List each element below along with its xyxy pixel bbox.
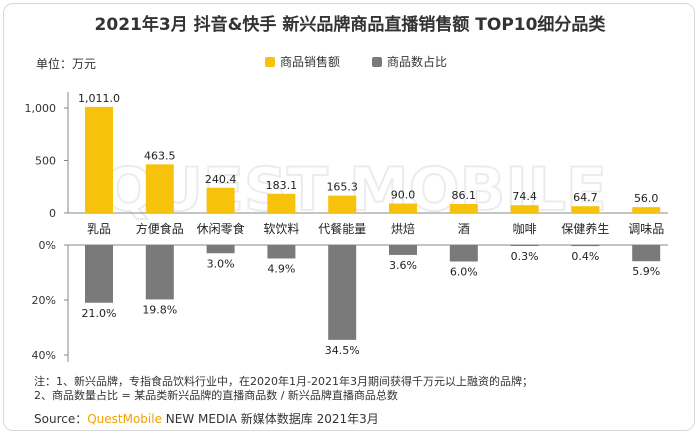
bar-share — [632, 245, 661, 262]
legend-label-share: 商品数占比 — [387, 55, 448, 69]
legend-label-sales: 商品销售额 — [280, 55, 341, 69]
data-label-sales: 463.5 — [144, 149, 176, 162]
category-label: 调味品 — [628, 222, 664, 236]
data-label-share: 5.9% — [632, 265, 660, 278]
data-label-share: 3.0% — [207, 257, 235, 270]
legend-swatch-sales — [265, 56, 275, 67]
bar-sales — [632, 207, 661, 213]
y-tick-label-share: 40% — [32, 349, 56, 362]
category-label: 酒 — [458, 222, 470, 236]
category-label: 代餐能量 — [318, 221, 366, 236]
bar-share — [449, 245, 478, 262]
legend-item-sales: 商品销售额 — [265, 53, 340, 70]
unit-label: 单位：万元 — [36, 57, 97, 71]
bar-share — [85, 245, 113, 303]
bar-share — [510, 245, 539, 246]
legend-item-share: 商品数占比 — [372, 53, 447, 70]
y-tick-label-sales: 0 — [49, 207, 56, 220]
bar-share — [389, 245, 417, 255]
data-label-share: 6.0% — [450, 266, 478, 279]
y-tick-label-sales: 1,000 — [25, 102, 57, 115]
bar-sales — [510, 205, 539, 213]
footnote-1: 注：1、新兴品牌，专指食品饮料行业中，在2020年1月-2021年3月期间获得千… — [34, 375, 533, 388]
category-label: 烘焙 — [391, 221, 415, 236]
source-line: Source：QuestMobile NEW MEDIA 新媒体数据库 2021… — [34, 410, 379, 427]
bar-sales — [145, 164, 174, 213]
data-label-sales: 1,011.0 — [78, 92, 120, 105]
source-prefix: Source： — [34, 412, 88, 426]
category-label: 保健养生 — [561, 221, 609, 236]
y-tick-label-share: 20% — [32, 294, 56, 307]
data-label-share: 4.9% — [267, 262, 295, 275]
chart-title: 2021年3月 抖音&快手 新兴品牌商品直播销售额 TOP10细分品类 — [94, 15, 606, 35]
bar-sales — [267, 193, 296, 213]
source-brand: QuestMobile — [87, 412, 162, 426]
data-label-sales: 86.1 — [452, 189, 477, 202]
y-tick-label-sales: 500 — [35, 155, 56, 168]
y-tick-label-share: 0% — [39, 239, 56, 252]
data-label-sales: 74.4 — [512, 190, 537, 203]
category-label: 方便食品 — [136, 221, 184, 236]
category-label: 休闲零食 — [197, 221, 245, 236]
data-label-share: 0.3% — [511, 250, 539, 263]
bar-sales — [389, 203, 417, 213]
bar-share — [145, 245, 174, 300]
data-label-sales: 183.1 — [266, 179, 298, 192]
legend-swatch-share — [372, 56, 382, 67]
bar-share — [571, 245, 600, 247]
data-label-share: 3.6% — [389, 259, 417, 272]
data-label-share: 19.8% — [142, 303, 177, 316]
category-label: 软饮料 — [263, 222, 299, 236]
data-label-sales: 56.0 — [634, 192, 659, 205]
bar-sales — [328, 195, 357, 213]
chart-frame — [3, 3, 695, 431]
bar-sales — [85, 106, 113, 213]
bar-share — [267, 245, 296, 259]
bar-share — [328, 245, 357, 340]
footnote-2: 2、商品数量占比 = 某品类新兴品牌的直播商品数 / 新兴品牌直播商品总数 — [34, 389, 398, 402]
bar-sales — [449, 203, 478, 213]
data-label-share: 21.0% — [82, 307, 117, 320]
source-suffix: NEW MEDIA 新媒体数据库 2021年3月 — [161, 412, 379, 426]
bar-share — [206, 245, 235, 254]
footnotes: 注：1、新兴品牌，专指食品饮料行业中，在2020年1月-2021年3月期间获得千… — [34, 375, 533, 403]
data-label-sales: 64.7 — [573, 191, 598, 204]
bar-sales — [571, 206, 600, 213]
data-label-share: 34.5% — [325, 344, 360, 357]
data-label-sales: 240.4 — [205, 173, 237, 186]
data-label-share: 0.4% — [571, 250, 599, 263]
data-label-sales: 90.0 — [391, 189, 416, 202]
bar-sales — [206, 187, 235, 213]
category-label: 咖啡 — [513, 221, 537, 236]
data-label-sales: 165.3 — [326, 181, 358, 194]
category-label: 乳品 — [87, 222, 111, 236]
